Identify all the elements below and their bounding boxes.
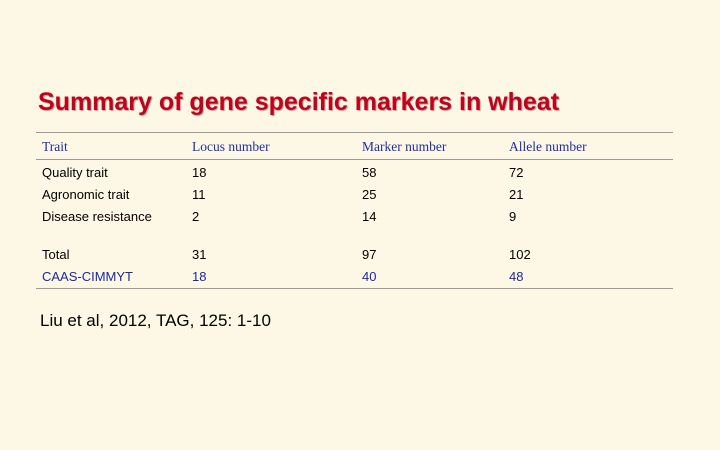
markers-table: Trait Locus number Marker number Allele … <box>36 132 673 289</box>
table-row-agronomic-trait: Agronomic trait 11 25 21 <box>36 187 673 207</box>
header-divider <box>36 159 673 160</box>
cell-allele: 72 <box>509 165 524 180</box>
cell-locus: 18 <box>192 165 207 180</box>
header-trait: Trait <box>42 139 68 154</box>
slide-title: Summary of gene specific markers in whea… <box>38 88 560 116</box>
cell-marker: 58 <box>362 165 377 180</box>
citation: Liu et al, 2012, TAG, 125: 1-10 <box>40 311 271 330</box>
header-marker-number: Marker number <box>362 139 447 154</box>
table-row-caas-cimmyt: CAAS-CIMMYT 18 40 48 <box>36 269 673 289</box>
cell-marker: 25 <box>362 187 377 202</box>
cell-locus: 11 <box>192 187 206 202</box>
table-row-disease-resistance: Disease resistance 2 14 9 <box>36 209 673 229</box>
cell-marker: 97 <box>362 247 377 262</box>
cell-locus: 31 <box>192 247 207 262</box>
cell-marker: 14 <box>362 209 377 224</box>
table-row-quality-trait: Quality trait 18 58 72 <box>36 165 673 185</box>
cell-locus: 18 <box>192 269 207 284</box>
cell-trait: Quality trait <box>42 165 108 180</box>
cell-marker: 40 <box>362 269 377 284</box>
cell-allele: 21 <box>509 187 524 202</box>
header-allele-number: Allele number <box>509 139 587 154</box>
cell-allele: 9 <box>509 209 517 224</box>
cell-locus: 2 <box>192 209 200 224</box>
cell-trait: Disease resistance <box>42 209 152 224</box>
cell-allele: 48 <box>509 269 524 284</box>
cell-trait: Total <box>42 247 70 262</box>
table-row-total: Total 31 97 102 <box>36 247 673 267</box>
table-header-row: Trait Locus number Marker number Allele … <box>36 139 673 159</box>
cell-trait: Agronomic trait <box>42 187 130 202</box>
cell-allele: 102 <box>509 247 531 262</box>
cell-trait: CAAS-CIMMYT <box>42 269 133 284</box>
header-locus-number: Locus number <box>192 139 270 154</box>
